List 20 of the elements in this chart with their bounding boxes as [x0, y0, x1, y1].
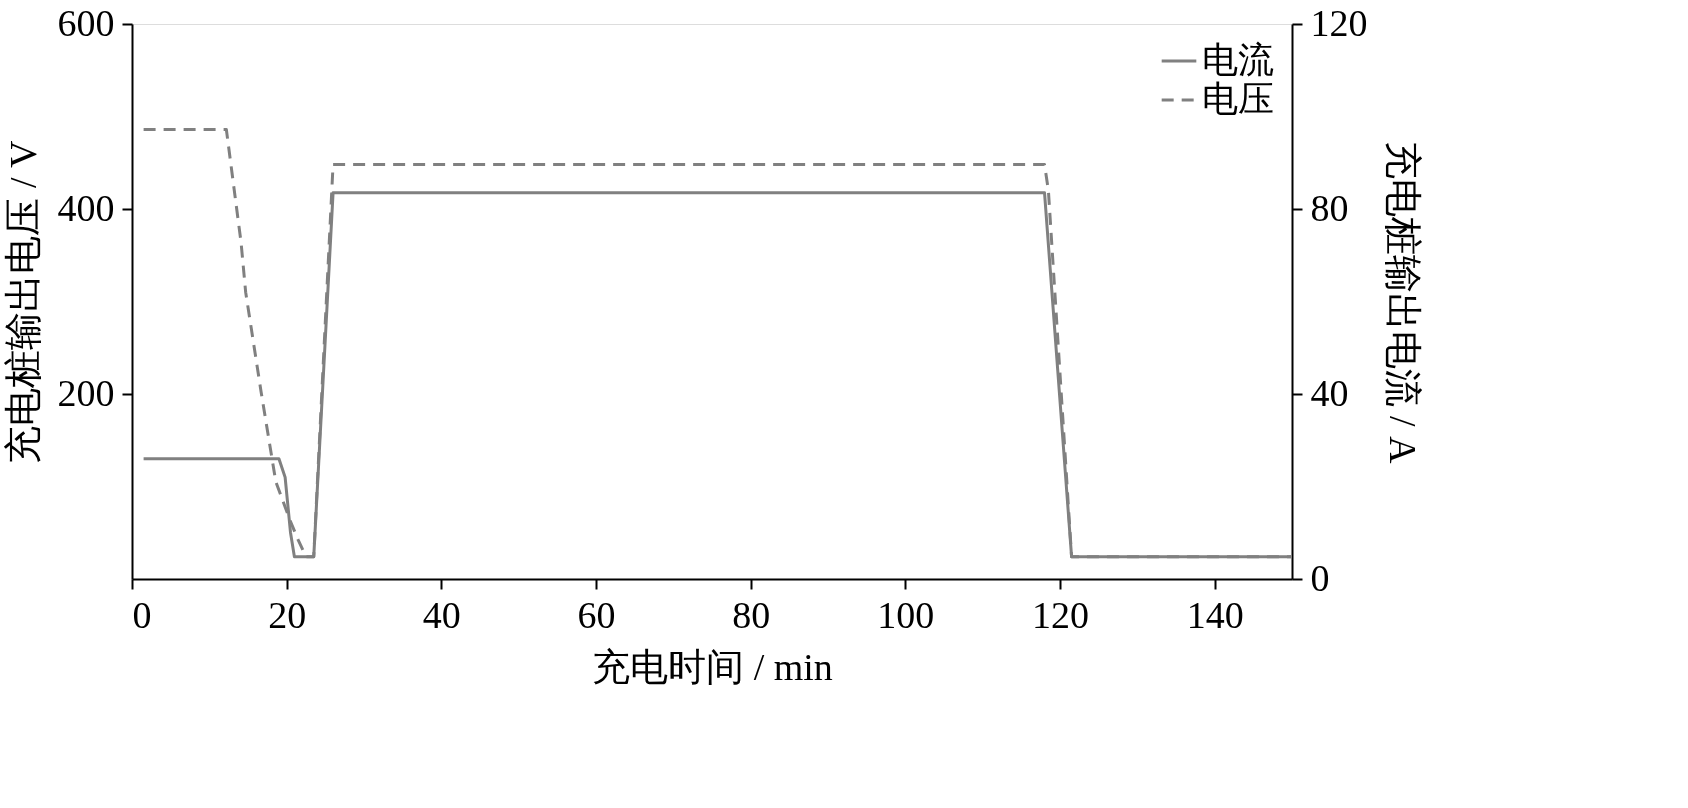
x-tick-label: 80: [732, 593, 771, 636]
x-tick-label: 60: [577, 593, 616, 636]
y2-tick-label: 40: [1310, 371, 1349, 414]
y2-tick-label: 80: [1310, 186, 1349, 229]
x-tick-label: 20: [268, 593, 307, 636]
legend-label: 电流: [1202, 40, 1274, 80]
y2-tick-label: 120: [1310, 1, 1368, 44]
x-axis-title: 充电时间 / min: [592, 645, 833, 688]
y-tick-label: 400: [57, 186, 115, 229]
x-tick-label: 100: [877, 593, 935, 636]
x-tick-label: 0: [132, 593, 152, 636]
y2-tick-label: 0: [1310, 556, 1330, 599]
y2-axis-title: 充电桩输出电流 / A: [1381, 140, 1424, 465]
legend-label: 电压: [1202, 79, 1274, 119]
x-tick-label: 120: [1032, 593, 1089, 636]
y-axis-title: 充电桩输出电压 / V: [1, 139, 44, 464]
y-tick-label: 600: [57, 1, 115, 44]
y-tick-label: 200: [57, 371, 115, 414]
x-tick-label: 40: [422, 593, 461, 636]
x-tick-label: 140: [1186, 593, 1244, 636]
